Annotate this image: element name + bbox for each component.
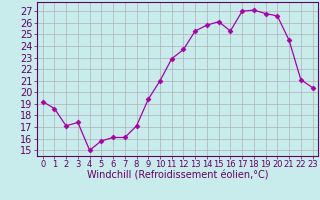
X-axis label: Windchill (Refroidissement éolien,°C): Windchill (Refroidissement éolien,°C) [87, 171, 268, 181]
